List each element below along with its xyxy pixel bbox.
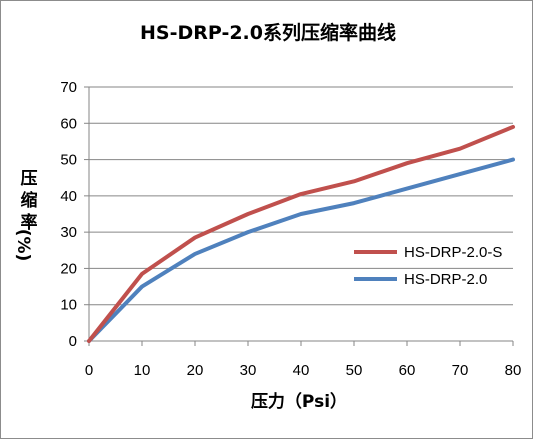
y-axis-label-char-2: 缩: [21, 190, 38, 211]
x-axis-label: 压力（Psi）: [251, 391, 347, 412]
y-tick-label: 50: [60, 152, 77, 169]
legend: HS-DRP-2.0-S HS-DRP-2.0: [354, 244, 502, 288]
y-tick-label: 60: [60, 115, 77, 132]
x-tick-label: 40: [293, 362, 310, 379]
series-line-hs-drp-2-0-s: [87, 124, 515, 343]
x-tick-label: 70: [452, 362, 469, 379]
y-tick-label: 10: [60, 297, 77, 314]
chart-title: HS-DRP-2.0系列压缩率曲线: [140, 21, 396, 44]
axes: [88, 87, 513, 342]
x-tick-labels: 0 10 20 30 40 50 60 70 80: [85, 362, 522, 379]
y-tick-label: 70: [60, 79, 77, 96]
y-tick-labels: 0 10 20 30 40 50 60 70: [60, 79, 77, 350]
y-axis-label-unit: (%): [13, 229, 33, 262]
y-axis-label: 压 缩 率 (%): [13, 169, 38, 261]
x-tick-label: 30: [240, 362, 257, 379]
y-axis-label-char-3: 率: [21, 212, 38, 233]
legend-label-hs-drp-2-0-s: HS-DRP-2.0-S: [404, 244, 502, 261]
x-tick-label: 80: [505, 362, 522, 379]
y-tick-label: 20: [60, 260, 77, 277]
series-lines: [87, 124, 515, 343]
y-tick-label: 30: [60, 224, 77, 241]
x-tick-label: 20: [187, 362, 204, 379]
series-line-hs-drp-2-0: [87, 157, 515, 343]
y-axis-label-char-1: 压: [21, 169, 38, 189]
x-tick-label: 0: [85, 362, 93, 379]
x-tick-label: 60: [399, 362, 416, 379]
gridlines: [84, 86, 514, 346]
x-tick-label: 50: [346, 362, 363, 379]
x-tick-label: 10: [134, 362, 151, 379]
legend-label-hs-drp-2-0: HS-DRP-2.0: [404, 271, 487, 288]
y-tick-label: 0: [69, 333, 77, 350]
y-tick-label: 40: [60, 188, 77, 205]
